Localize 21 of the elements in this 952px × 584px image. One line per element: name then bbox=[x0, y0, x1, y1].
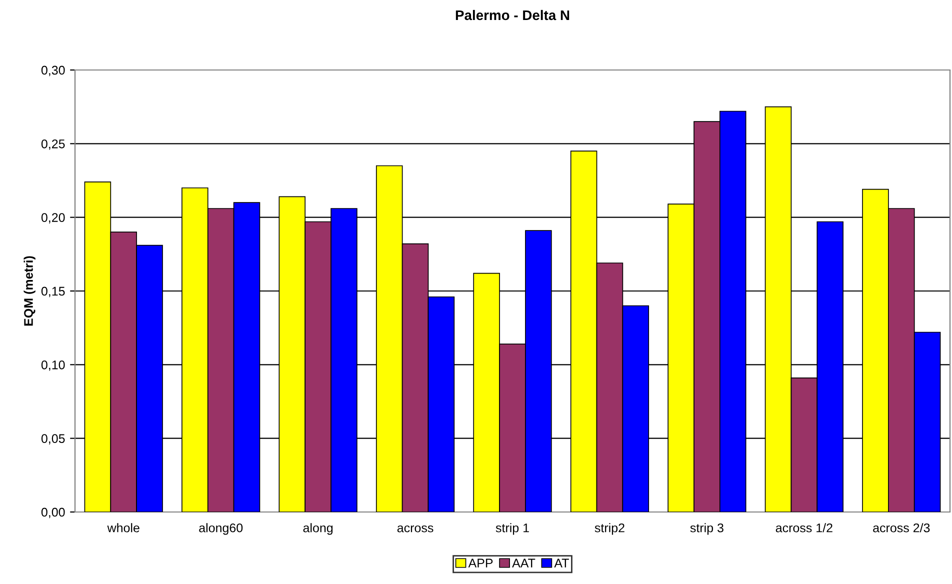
y-axis-title: EQM (metri) bbox=[24, 256, 36, 326]
x-tick-label: along bbox=[303, 523, 333, 535]
x-tick-label: whole bbox=[107, 523, 140, 532]
y-tick-label: 0,25 bbox=[41, 139, 65, 150]
x-tick-label: strip 1 bbox=[496, 523, 529, 535]
y-tick-label: 0,05 bbox=[41, 434, 65, 444]
legend-label: AAT bbox=[512, 558, 536, 568]
y-tick-label: 0,30 bbox=[41, 66, 65, 76]
y-tick-label: 0,20 bbox=[41, 213, 65, 224]
y-tick-label: 0,10 bbox=[41, 360, 65, 371]
x-tick-label: strip 3 bbox=[690, 523, 724, 535]
y-tick-label: 0,15 bbox=[41, 286, 65, 298]
legend-label: AT bbox=[554, 558, 569, 568]
x-tick-label: across 2/3 bbox=[873, 523, 930, 532]
y-tick-label: 0,00 bbox=[41, 508, 65, 518]
x-tick-label: along60 bbox=[199, 523, 243, 535]
x-tick-label: across 1/2 bbox=[776, 523, 832, 532]
chart-title: Palermo - Delta N bbox=[456, 10, 570, 20]
x-tick-label: strip2 bbox=[594, 523, 624, 535]
legend-label: APP bbox=[468, 558, 493, 568]
x-tick-label: across bbox=[397, 525, 434, 532]
